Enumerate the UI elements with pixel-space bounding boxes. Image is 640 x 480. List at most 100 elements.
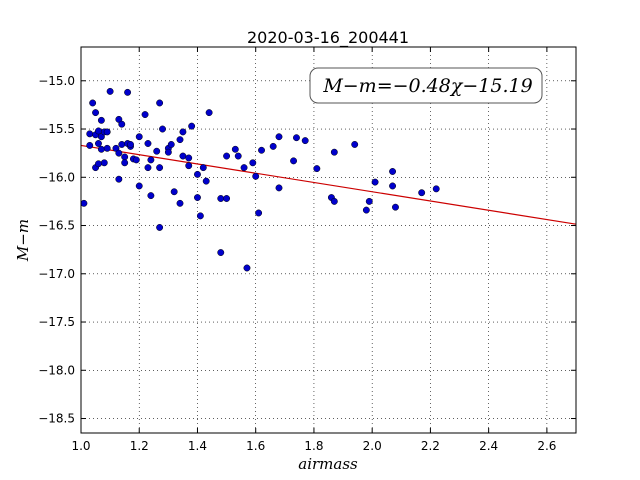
x-tick-label: 1.4 bbox=[188, 439, 207, 453]
data-point bbox=[97, 116, 105, 124]
data-point bbox=[362, 206, 370, 214]
fit-line bbox=[80, 144, 577, 225]
data-point bbox=[103, 144, 111, 152]
data-point bbox=[121, 159, 129, 167]
data-point bbox=[240, 164, 248, 172]
data-point bbox=[194, 194, 201, 201]
y-tick-label: −15.0 bbox=[38, 74, 75, 88]
data-point bbox=[202, 177, 210, 185]
data-point bbox=[170, 188, 178, 196]
data-point bbox=[118, 120, 126, 128]
y-tick-label: −17.0 bbox=[38, 267, 75, 281]
data-point bbox=[255, 209, 263, 217]
fit-layer bbox=[80, 144, 577, 225]
data-point bbox=[135, 133, 143, 141]
data-point bbox=[167, 141, 175, 148]
data-point bbox=[275, 184, 283, 192]
data-point bbox=[115, 149, 123, 157]
data-point bbox=[156, 99, 164, 107]
data-point bbox=[223, 152, 231, 160]
data-point bbox=[95, 127, 102, 135]
data-point bbox=[269, 142, 277, 150]
data-point bbox=[95, 160, 102, 168]
data-point bbox=[141, 111, 149, 119]
data-point bbox=[156, 224, 164, 231]
plot-area bbox=[81, 47, 576, 433]
data-point bbox=[234, 152, 242, 160]
data-point bbox=[330, 197, 338, 205]
y-tick-label: −18.0 bbox=[38, 363, 75, 377]
data-point bbox=[185, 162, 193, 170]
x-axis-label: airmass bbox=[298, 455, 358, 473]
x-tick-label: 1.0 bbox=[71, 439, 90, 453]
data-point bbox=[179, 128, 187, 136]
data-point bbox=[156, 164, 164, 172]
x-tick-label: 2.6 bbox=[537, 439, 556, 453]
y-tick-label: −16.0 bbox=[38, 170, 75, 184]
data-point bbox=[313, 165, 321, 173]
axis-ticks: 1.0 1.2 1.4 1.6 1.8 2.0 2.2 2.4 2.6 −15.0 −15.5 −16… bbox=[38, 47, 576, 453]
data-point bbox=[80, 199, 88, 207]
data-point bbox=[217, 249, 225, 256]
data-points bbox=[80, 87, 440, 272]
data-point bbox=[418, 189, 426, 197]
fit-equation-frame bbox=[309, 67, 543, 104]
data-point bbox=[389, 168, 397, 175]
data-point bbox=[301, 137, 309, 145]
data-point bbox=[185, 154, 193, 162]
x-tick-label: 2.4 bbox=[479, 439, 498, 453]
data-point bbox=[194, 170, 201, 178]
plot-frame bbox=[80, 46, 577, 434]
data-point bbox=[124, 88, 132, 96]
data-point bbox=[231, 145, 239, 153]
data-point bbox=[290, 157, 298, 165]
x-tick-label: 1.6 bbox=[246, 439, 265, 453]
data-point bbox=[100, 159, 108, 167]
data-point bbox=[392, 203, 399, 211]
data-point bbox=[103, 128, 111, 136]
chart-title: 2020-03-16_200441 bbox=[247, 28, 409, 48]
data-point bbox=[432, 185, 440, 193]
fit-equation-text: M−m=−0.48χ−15.19 bbox=[322, 75, 532, 97]
data-point bbox=[389, 182, 397, 190]
data-point bbox=[118, 141, 126, 148]
fit-equation-box: M−m=−0.48χ−15.19 bbox=[309, 67, 543, 104]
x-tick-label: 2.0 bbox=[363, 439, 382, 453]
data-point bbox=[95, 140, 102, 147]
data-point bbox=[86, 130, 94, 138]
data-point bbox=[153, 147, 161, 155]
data-point bbox=[371, 178, 379, 186]
data-point bbox=[132, 156, 140, 164]
data-point bbox=[258, 146, 265, 154]
data-point bbox=[164, 148, 172, 156]
data-point bbox=[223, 195, 231, 202]
data-point bbox=[293, 134, 300, 142]
x-tick-label: 2.2 bbox=[421, 439, 440, 453]
data-point bbox=[217, 195, 225, 202]
data-point bbox=[127, 141, 134, 148]
data-point bbox=[86, 141, 94, 149]
data-point bbox=[351, 141, 359, 148]
data-point bbox=[89, 99, 97, 107]
data-point bbox=[115, 175, 123, 183]
x-tick-label: 1.8 bbox=[304, 439, 323, 453]
data-point bbox=[176, 199, 184, 207]
data-point bbox=[92, 109, 100, 117]
data-point bbox=[252, 172, 260, 180]
data-point bbox=[106, 87, 114, 95]
data-point bbox=[121, 153, 129, 161]
y-tick-label: −16.5 bbox=[38, 219, 75, 233]
data-point bbox=[176, 136, 184, 144]
y-tick-label: −18.5 bbox=[38, 412, 75, 426]
data-point bbox=[147, 156, 155, 164]
y-tick-label: −15.5 bbox=[38, 122, 75, 136]
data-point bbox=[147, 192, 155, 200]
data-point bbox=[205, 109, 213, 117]
data-point bbox=[196, 212, 204, 220]
data-point bbox=[275, 133, 283, 141]
data-point bbox=[365, 197, 373, 205]
data-point bbox=[144, 140, 152, 147]
x-tick-label: 1.2 bbox=[130, 439, 149, 453]
data-point bbox=[199, 164, 207, 172]
